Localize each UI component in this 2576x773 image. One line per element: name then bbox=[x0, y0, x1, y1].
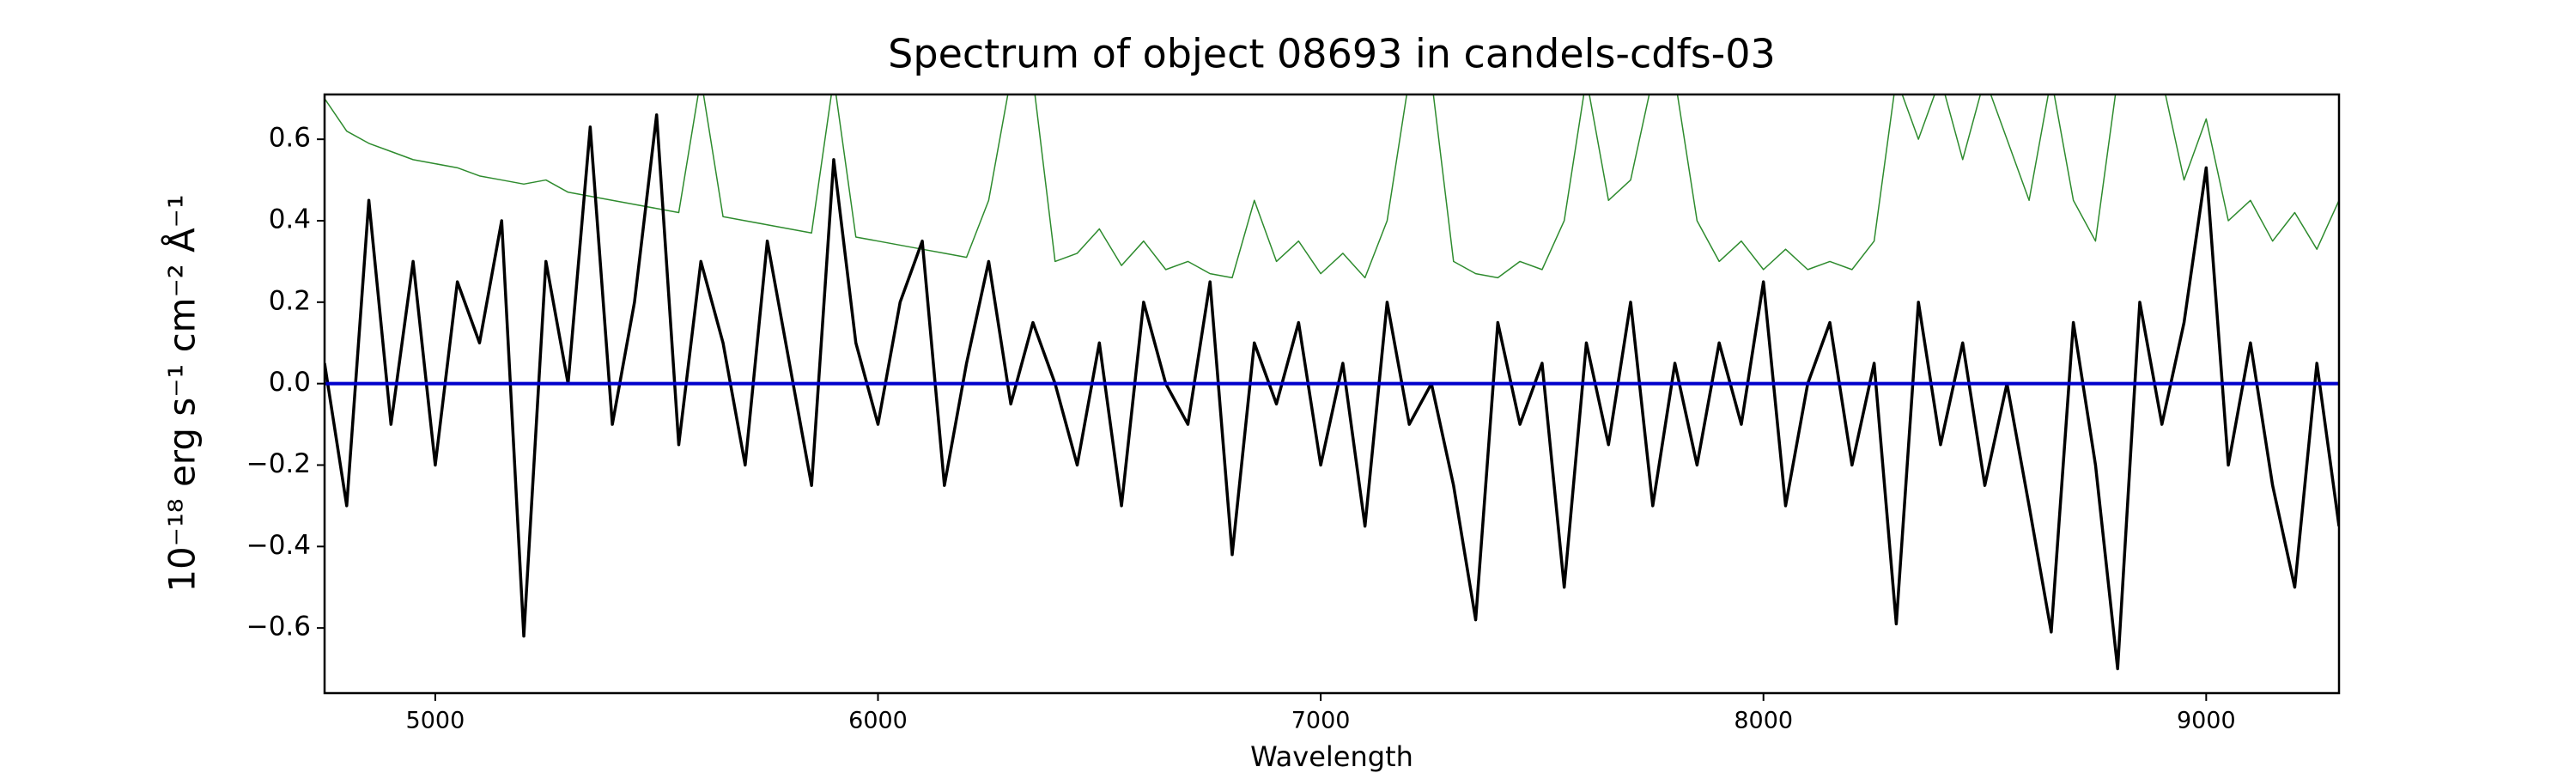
x-tick-label: 8000 bbox=[1734, 708, 1793, 734]
y-tick-label: −0.4 bbox=[246, 530, 311, 561]
y-tick-label: 0.6 bbox=[269, 123, 311, 154]
chart-title: Spectrum of object 08693 in candels-cdfs… bbox=[888, 31, 1776, 77]
axes-frame bbox=[323, 93, 2341, 695]
y-tick-label: 0.4 bbox=[269, 204, 311, 234]
x-tick-label: 6000 bbox=[848, 708, 908, 734]
y-tick-label: 0.2 bbox=[269, 285, 311, 316]
y-tick-label: −0.6 bbox=[246, 612, 311, 642]
x-tick-label: 5000 bbox=[406, 708, 465, 734]
x-tick-label: 9000 bbox=[2177, 708, 2236, 734]
y-tick-label: −0.2 bbox=[246, 448, 311, 479]
y-tick-label: 0.0 bbox=[269, 367, 311, 398]
x-tick-label: 7000 bbox=[1291, 708, 1351, 734]
x-axis-label: Wavelength bbox=[1250, 740, 1413, 773]
plot-area bbox=[325, 94, 2339, 671]
series-line bbox=[325, 94, 2339, 279]
y-axis-label: 10⁻¹⁸ erg s⁻¹ cm⁻² Å⁻¹ bbox=[161, 194, 204, 592]
series-line bbox=[325, 113, 2339, 671]
